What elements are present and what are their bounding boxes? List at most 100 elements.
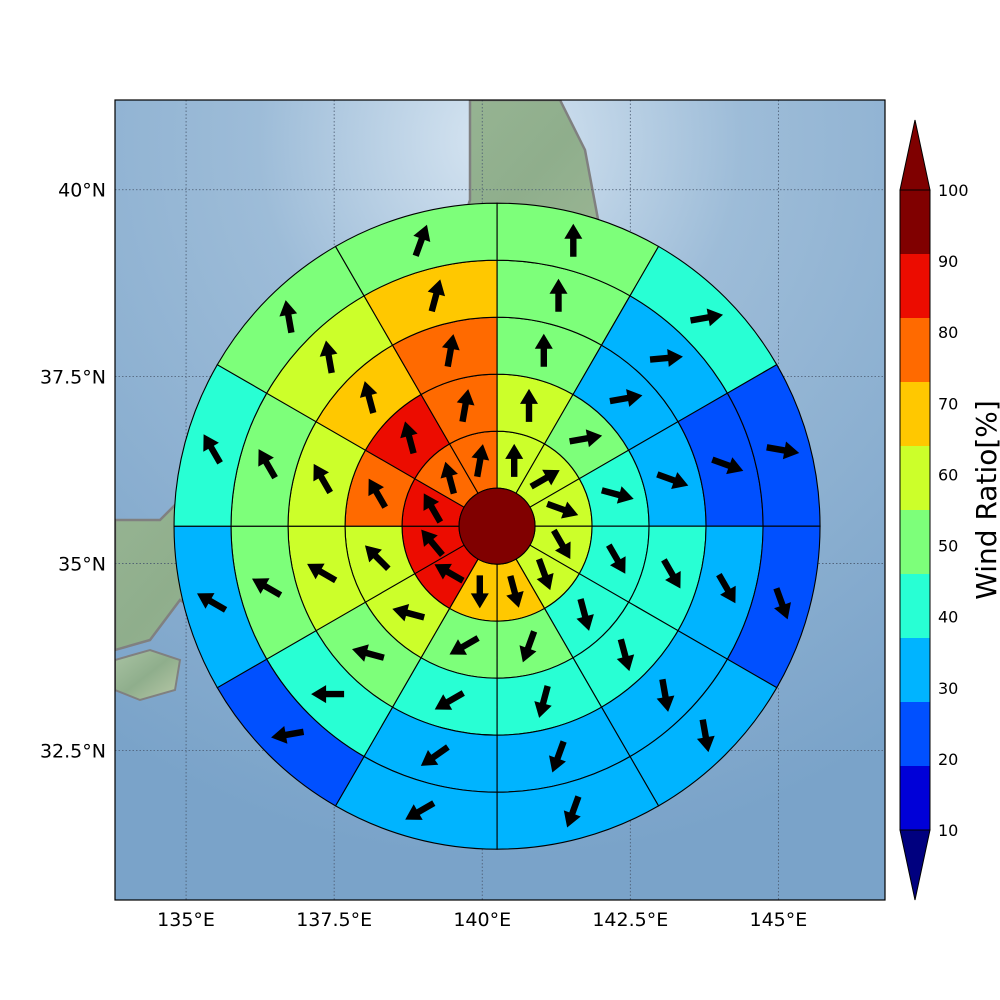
wind-arrow [563,795,582,828]
wind-arrow [307,563,338,584]
wind-arrow [364,545,391,571]
wind-arrow [600,486,634,504]
x-axis-ticks: 135°E 137.5°E 140°E 142.5°E 145°E [157,909,807,931]
wind-arrow [400,421,418,455]
colorbar-tick-label: 70 [938,394,958,413]
colorbar-segment [900,190,930,254]
wind-arrows [197,223,800,828]
wind-arrow [441,334,460,368]
colorbar-segment [900,318,930,382]
colorbar-tick-label: 50 [938,537,958,556]
wind-arrow [405,800,436,820]
wind-arrow [549,278,568,312]
y-tick-label: 37.5°N [40,367,106,389]
center-cell [458,487,536,565]
x-tick-label: 145°E [749,909,807,931]
wind-arrow [529,469,560,490]
shikoku-land [115,648,182,702]
wind-arrow [392,604,426,622]
wind-arrow [656,678,675,712]
wind-arrow [569,429,603,448]
wind-arrow [271,726,305,744]
colorbar-tick-label: 100 [938,181,969,200]
y-tick-label: 40°N [58,180,106,202]
wind-arrow [564,223,583,257]
wind-arrow [456,389,475,423]
wind-arrow [449,635,480,655]
wind-arrow [368,478,388,509]
colorbar-frame [899,189,931,831]
sector-rings [173,202,821,850]
wind-arrow [313,463,333,495]
wind-arrow [576,598,594,631]
x-tick-label: 135°E [157,909,215,931]
wind-arrow [359,381,378,414]
wind-arrow [534,685,552,718]
colorbar-label: Wind Ratio[%] [970,400,1000,600]
wind-arrow [412,224,431,257]
wind-arrow [505,443,524,477]
wind-arrow [506,575,524,608]
wind-arrow [427,279,446,313]
wind-arrow [535,558,554,591]
wind-arrow [773,587,791,620]
wind-arrow [252,578,283,598]
wind-arrow [197,593,228,613]
colorbar-segment [900,446,930,510]
wind-arrow [423,493,444,524]
colorbar-tick-label: 10 [938,821,958,840]
x-tick-label: 140°E [453,909,511,931]
y-tick-label: 32.5°N [40,740,106,762]
x-tick-label: 137.5°E [296,909,372,931]
wind-arrow [258,449,278,480]
wind-arrow [616,638,635,672]
wind-arrow [546,500,579,519]
wind-arrow [551,528,571,559]
colorbar-segment [900,254,930,318]
wind-arrow [766,441,800,460]
colorbar-extend-bottom [899,829,931,901]
colorbar-segment [900,702,930,766]
wind-arrow [656,471,689,489]
wind-arrow [606,543,626,574]
wind-arrow [689,308,724,327]
wind-arrow [471,444,490,478]
map-frame [114,99,886,901]
wind-arrow [279,300,298,334]
colorbar-extend-top [899,119,931,191]
colorbar [899,119,931,901]
wind-arrow [434,690,465,710]
wind-arrow [661,558,681,589]
colorbar-tick-label: 90 [938,252,958,271]
wind-arrow [711,456,744,475]
map-area [115,100,885,900]
wind-arrow [421,529,445,557]
colorbar-ticks: 10 20 30 40 50 60 70 80 90 100 [938,181,969,840]
wind-arrow [311,685,345,704]
colorbar-segment [900,382,930,446]
wind-arrow [609,389,643,407]
colorbar-tick-label: 30 [938,679,958,698]
wind-arrow [420,744,450,766]
colorbar-segment [900,638,930,702]
y-tick-label: 35°N [58,554,106,576]
wind-arrow [649,348,683,367]
colorbar-tick-label: 40 [938,608,958,627]
wind-arrow [434,563,465,584]
wind-arrow [716,573,736,604]
wind-arrow [549,740,567,773]
colorbar-segment [900,766,930,830]
wind-arrow [352,644,385,662]
colorbar-tick-label: 20 [938,750,958,769]
colorbar-tick-label: 60 [938,465,958,484]
wind-arrow [440,461,458,495]
wind-arrow [203,434,223,465]
x-tick-label: 142.5°E [592,909,668,931]
y-axis-ticks: 32.5°N 35°N 37.5°N 40°N [40,180,106,763]
wind-arrow [319,340,338,374]
wind-arrow [470,575,489,609]
wind-arrow [534,333,553,367]
wind-arrow [696,719,715,753]
wind-arrow [520,388,538,422]
